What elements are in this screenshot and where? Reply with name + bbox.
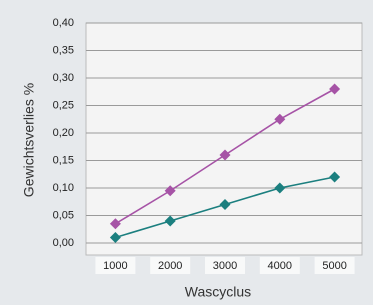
y-tick-label: 0,00 [53,237,74,249]
y-tick-label: 0,25 [53,99,74,111]
y-tick-label: 0,15 [53,154,74,166]
y-tick-label: 0,10 [53,182,74,194]
y-tick-label: 0,35 [53,44,74,56]
chart: Wascyclus Gewichtsverlies % 0,00 0,05 0,10… [0,0,373,305]
y-tick-label: 0,30 [53,72,74,84]
y-tick-label: 0,40 [53,17,74,29]
y-axis-title: Gewichtsverlies % [21,83,37,197]
x-tick-label: 4000 [268,260,292,272]
y-tick-label: 0,20 [53,127,74,139]
x-tick-label: 2000 [158,260,182,272]
x-tick-label: 3000 [213,260,237,272]
y-tick-label: 0,05 [53,209,74,221]
x-tick-label: 1000 [103,260,127,272]
x-axis-title: Wascyclus [185,284,251,300]
x-tick-label: 5000 [322,260,346,272]
plot-area [86,23,362,255]
